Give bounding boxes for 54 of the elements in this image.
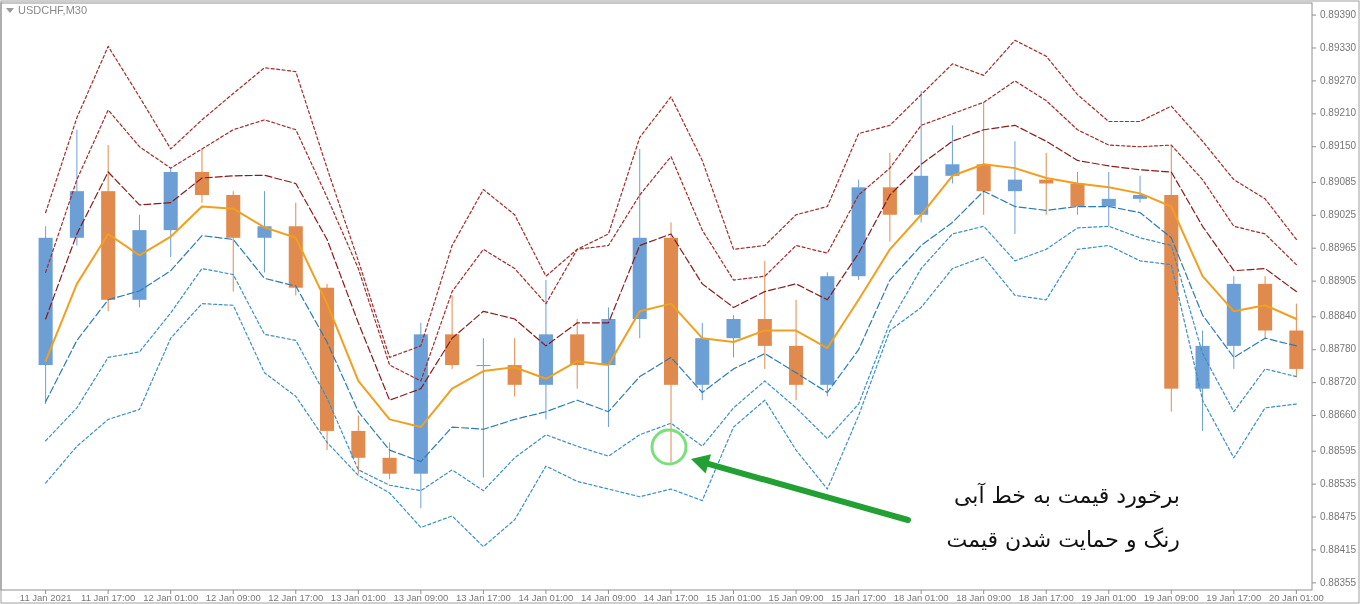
y-tick-label: 0.89210 [1320,107,1357,119]
x-tick-label: 19 Jan 17:00 [1206,592,1262,603]
candlestick [507,337,522,397]
y-tick-label: 0.88720 [1320,376,1357,388]
x-tick-label: 19 Jan 01:00 [1081,592,1137,603]
x-tick-label: 13 Jan 09:00 [393,592,449,603]
x-tick-label: 18 Jan 01:00 [893,592,949,603]
x-tick-label: 11 Jan 2021 [19,592,72,603]
y-tick-label: 0.88905 [1320,274,1357,286]
chart-title: USDCHF,M30 [18,4,88,16]
y-tick-label: 0.89390 [1320,8,1357,20]
y-tick-label: 0.89025 [1320,208,1357,220]
x-tick-label: 14 Jan 09:00 [580,592,636,603]
candlestick [194,148,210,204]
y-tick-label: 0.88595 [1320,444,1357,456]
x-tick-label: 13 Jan 01:00 [330,592,386,603]
y-tick-label: 0.88660 [1320,409,1357,421]
y-tick-label: 0.88355 [1320,576,1357,588]
y-tick-label: 0.89270 [1320,74,1357,86]
y-tick-label: 0.88535 [1320,477,1357,489]
x-tick-label: 12 Jan 09:00 [205,592,261,603]
x-tick-label: 14 Jan 17:00 [643,592,699,603]
y-tick-label: 0.88965 [1320,241,1357,253]
x-tick-label: 12 Jan 17:00 [268,592,324,603]
y-tick-label: 0.88780 [1320,343,1357,355]
candlestick [382,441,397,480]
line-series [45,124,1297,401]
candlestick [1132,175,1148,204]
x-tick-label: 12 Jan 01:00 [143,592,199,603]
x-tick-label: 11 Jan 17:00 [81,592,136,603]
candlestick [257,190,272,273]
annotation: برخورد قیمت به خط آبی رنگ و حمایت شدن قیمت [945,482,1180,554]
line-series [44,163,1298,429]
x-tick-label: 15 Jan 09:00 [768,592,824,603]
x-tick-label: 20 Jan 01:00 [1268,592,1324,603]
candlestick [726,314,741,358]
x-tick-label: 15 Jan 17:00 [831,592,887,603]
x-tick-label: 18 Jan 17:00 [1018,592,1074,603]
candlestick [1070,171,1085,216]
x-tick-label: 18 Jan 09:00 [956,592,1012,603]
y-tick-label: 0.88415 [1320,543,1357,555]
candlestick [476,337,491,479]
y-tick-label: 0.89150 [1320,140,1357,152]
candlestick [945,124,960,184]
y-tick-label: 0.88840 [1320,310,1357,322]
y-tick-label: 0.88475 [1320,510,1357,522]
candlestick [1007,140,1022,235]
x-tick-label: 15 Jan 01:00 [706,592,762,603]
y-tick-label: 0.89085 [1320,176,1357,188]
y-tick-label: 0.89330 [1320,41,1357,53]
x-tick-label: 19 Jan 09:00 [1143,592,1199,603]
x-tick-label: 13 Jan 17:00 [455,592,511,603]
candlestick [1101,171,1116,227]
x-tick-label: 14 Jan 01:00 [518,592,574,603]
